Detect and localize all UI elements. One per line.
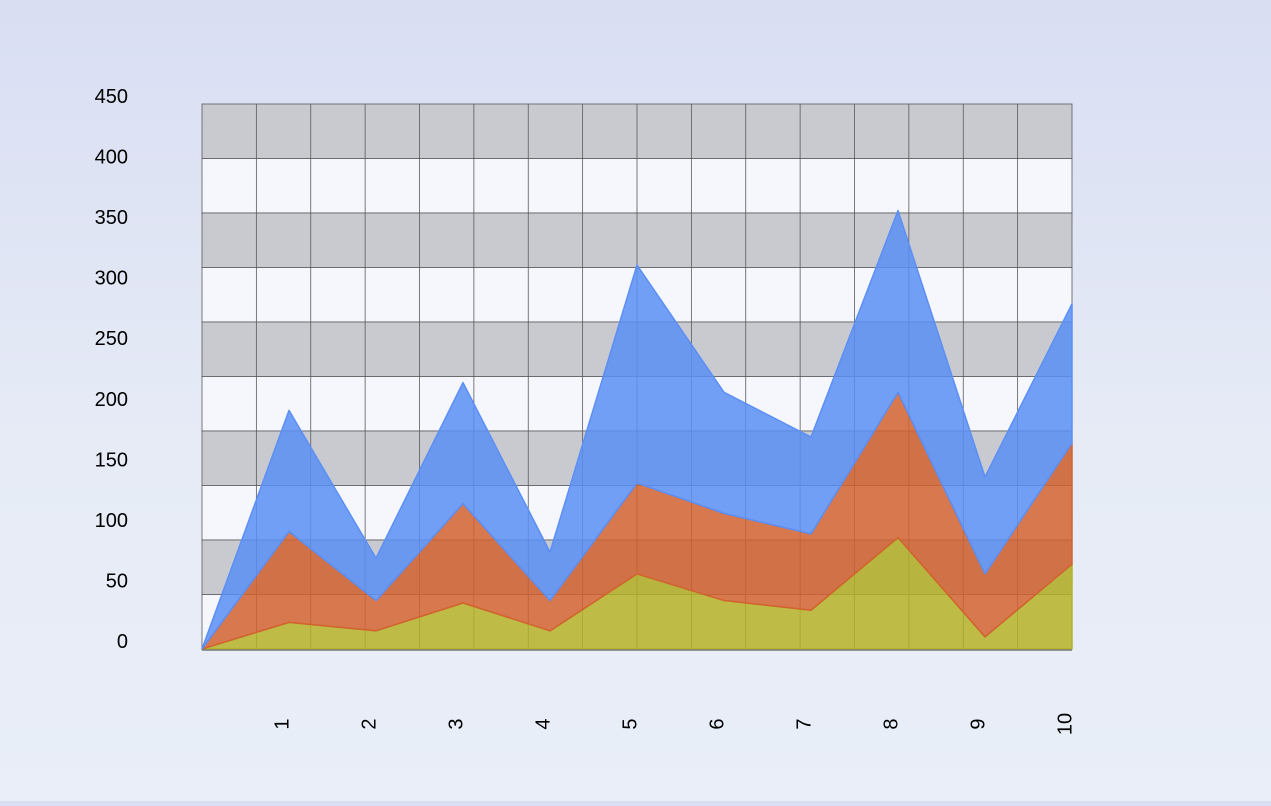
y-tick-label: 150 <box>95 449 128 471</box>
series-area-3 <box>201 209 1073 650</box>
y-tick-label: 250 <box>95 328 128 350</box>
y-tick-label: 0 <box>117 631 128 653</box>
x-tick-label: 9 <box>967 718 989 729</box>
x-tick-label: 2 <box>358 718 380 729</box>
x-tick-label: 8 <box>880 718 902 729</box>
y-tick-label: 300 <box>95 268 128 290</box>
y-tick-label: 450 <box>95 86 128 108</box>
x-tick-label: 5 <box>619 718 641 729</box>
y-tick-label: 400 <box>95 147 128 169</box>
x-tick-label: 10 <box>1054 713 1076 735</box>
x-axis: 1 2 3 4 5 6 7 8 9 10 <box>271 713 1076 735</box>
y-axis: 0 50 100 150 200 250 300 350 400 450 <box>95 86 128 653</box>
x-tick-label: 7 <box>793 718 815 729</box>
x-tick-label: 1 <box>271 718 293 729</box>
x-tick-label: 3 <box>445 718 467 729</box>
x-tick-label: 6 <box>706 718 728 729</box>
series-areas <box>201 209 1073 650</box>
y-tick-label: 350 <box>95 207 128 229</box>
y-tick-label: 50 <box>106 570 128 592</box>
x-tick-label: 4 <box>532 718 554 729</box>
y-tick-label: 200 <box>95 389 128 411</box>
y-tick-label: 100 <box>95 510 128 532</box>
